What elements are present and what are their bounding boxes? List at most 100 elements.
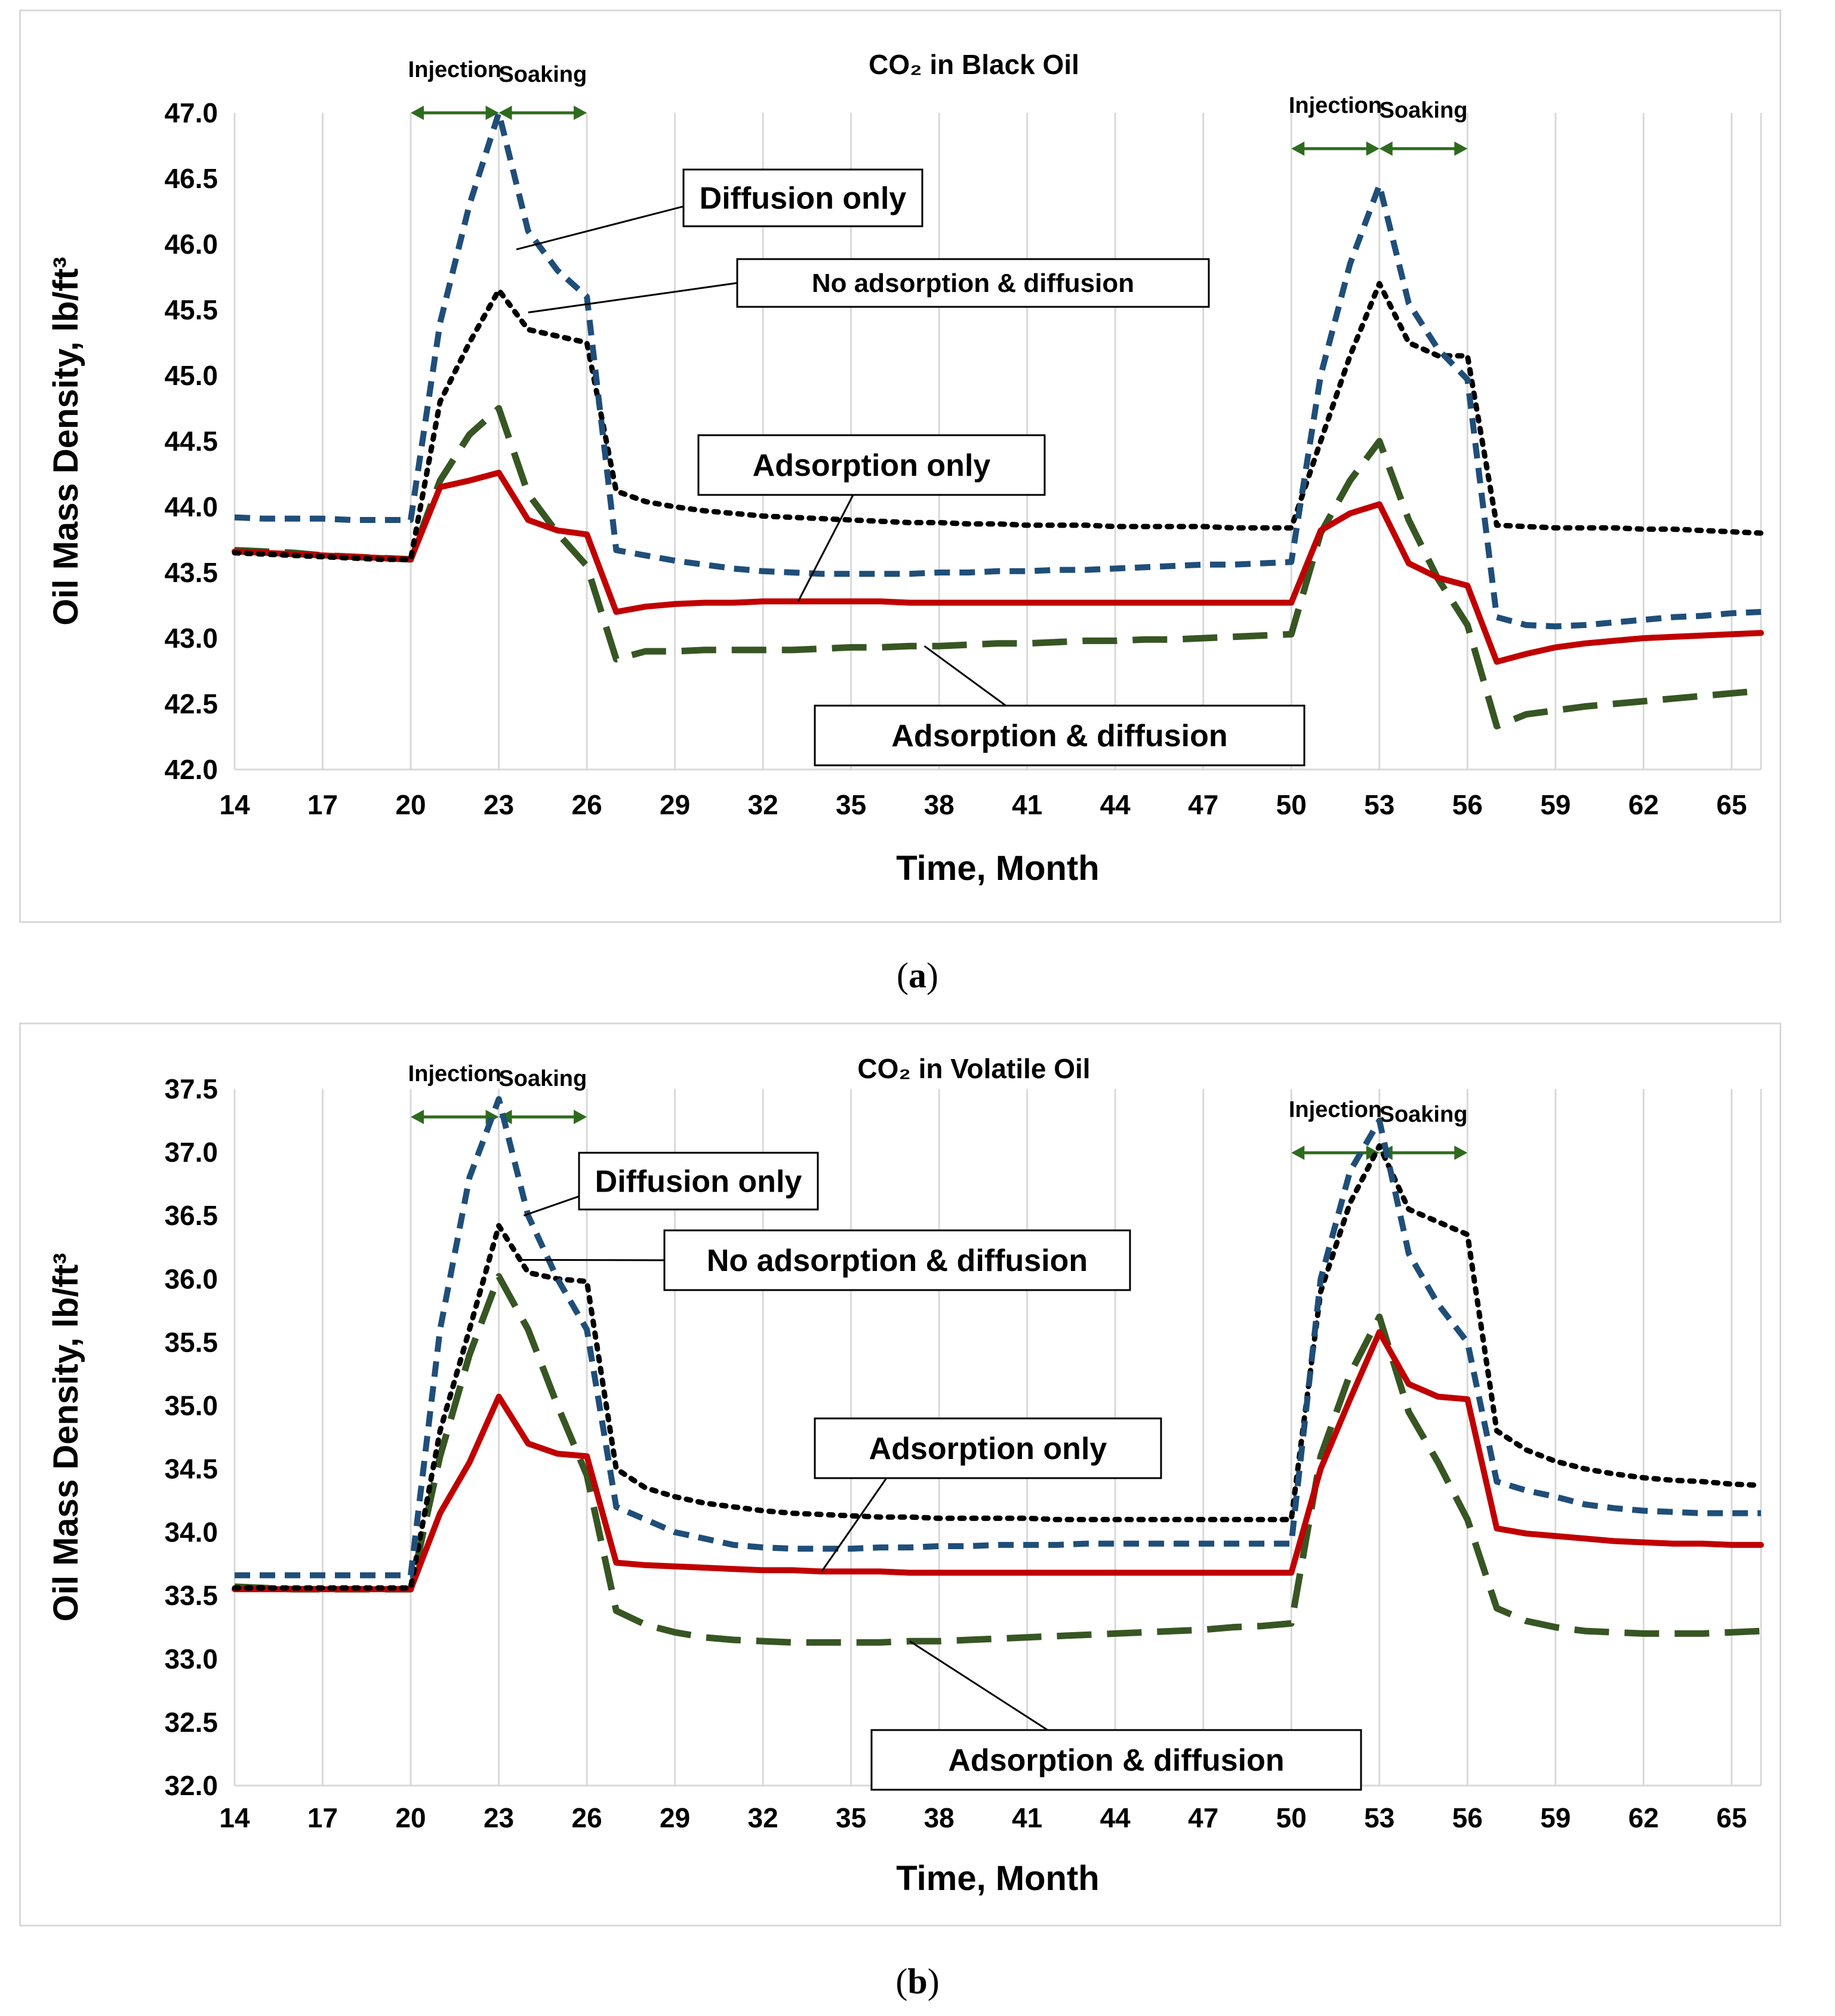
y-tick-label: 45.5 bbox=[164, 294, 218, 325]
phase-arrow-head-left bbox=[1291, 141, 1305, 156]
x-tick-label: 47 bbox=[1188, 789, 1218, 820]
x-tick-label: 20 bbox=[395, 1802, 426, 1833]
series-line-no-adsorption bbox=[232, 1143, 1764, 1591]
x-tick-label: 62 bbox=[1628, 1802, 1659, 1833]
series-lines bbox=[232, 110, 1764, 730]
y-tick-label: 34.5 bbox=[164, 1454, 218, 1485]
annotation-box-diffusion-only bbox=[682, 168, 923, 227]
chart-panel-volatile-oil: CO₂ in Volatile Oil 14 17 20 23 26 29 32 35 38 41 4… bbox=[19, 1023, 1781, 1926]
y-axis-label: Oil Mass Density, lb/ft³ bbox=[47, 257, 85, 626]
caption-b-open: ( bbox=[895, 1962, 908, 2001]
annotations: Diffusion only No adsorption & diffusion A… bbox=[522, 1152, 1362, 1791]
x-tick-label: 50 bbox=[1276, 1802, 1307, 1833]
x-tick-label: 23 bbox=[484, 789, 514, 820]
y-tick-label: 42.5 bbox=[164, 688, 218, 719]
phase-label-injection: Injection bbox=[1289, 93, 1382, 118]
y-tick-label: 45.0 bbox=[164, 360, 218, 391]
x-tick-label: 50 bbox=[1276, 789, 1307, 820]
x-tick-label: 35 bbox=[836, 1802, 866, 1833]
annotation-label-adsorption-only: Adsorption only bbox=[869, 1432, 1107, 1466]
phase-arrow-head-left bbox=[1291, 1146, 1305, 1160]
x-tick-label: 53 bbox=[1364, 789, 1394, 820]
x-tick-label: 41 bbox=[1012, 1802, 1042, 1833]
annotation-leader-adsorption-diffusion bbox=[923, 645, 1006, 707]
series-lines bbox=[232, 1096, 1764, 1646]
y-tick-label: 37.5 bbox=[164, 1073, 218, 1104]
x-tick-label: 32 bbox=[748, 789, 778, 820]
chart-title: CO₂ in Black Oil bbox=[869, 49, 1079, 80]
x-tick-label: 14 bbox=[219, 1802, 250, 1833]
annotation-box-no-adsorption bbox=[736, 258, 1210, 308]
annotation-label-adsorption-only: Adsorption only bbox=[753, 448, 991, 483]
x-tick-label: 29 bbox=[660, 789, 690, 820]
annotation-label-adsorption-diffusion: Adsorption & diffusion bbox=[891, 719, 1227, 753]
y-tick-label: 46.5 bbox=[164, 163, 218, 194]
y-tick-label: 34.0 bbox=[164, 1517, 218, 1548]
annotation-leader-no-adsorption bbox=[528, 282, 738, 313]
x-tick-label: 35 bbox=[836, 789, 866, 820]
phase-arrow-head-left bbox=[1379, 141, 1393, 156]
x-tick-label: 14 bbox=[219, 789, 250, 820]
y-tick-labels: 32.0 32.5 33.0 33.5 34.0 34.5 35.0 35.5 36.0 36.5… bbox=[164, 1073, 218, 1801]
y-tick-label: 32.0 bbox=[164, 1770, 218, 1801]
y-axis-label: Oil Mass Density, lb/ft³ bbox=[47, 1253, 85, 1622]
series-line-diffusion-only bbox=[234, 110, 1762, 630]
x-tick-label: 56 bbox=[1452, 789, 1483, 820]
chart-volatile-oil: CO₂ in Volatile Oil 14 17 20 23 26 29 32 35 38 41 4… bbox=[47, 1053, 1764, 1898]
y-tick-labels: 42.0 42.5 43.0 43.5 44.0 44.5 45.0 45.5 46.0 46.5… bbox=[164, 97, 218, 785]
y-tick-label: 47.0 bbox=[164, 97, 218, 128]
phase-arrow-head-right bbox=[485, 106, 499, 120]
x-tick-label: 26 bbox=[571, 789, 602, 820]
phase-label-injection: Injection bbox=[408, 1061, 501, 1087]
caption-a-close: ) bbox=[926, 956, 938, 995]
series-line-adsorption-only bbox=[232, 469, 1764, 665]
x-tick-label: 38 bbox=[924, 1802, 955, 1833]
x-tick-label: 23 bbox=[484, 1802, 514, 1833]
phase-label-soaking: Soaking bbox=[498, 1066, 587, 1091]
y-tick-label: 37.0 bbox=[164, 1137, 218, 1168]
annotation-box-adsorption-diffusion bbox=[870, 1729, 1362, 1791]
caption-b-label: b bbox=[907, 1962, 928, 2001]
x-tick-label: 29 bbox=[660, 1802, 690, 1833]
y-tick-label: 36.0 bbox=[164, 1263, 218, 1294]
annotation-label-no-adsorption: No adsorption & diffusion bbox=[812, 269, 1134, 298]
chart-black-oil: CO₂ in Black Oil 14 17 20 23 26 29 32 35 38 41 44 47… bbox=[47, 49, 1764, 888]
y-tick-label: 33.5 bbox=[164, 1580, 218, 1611]
caption-b-close: ) bbox=[927, 1962, 940, 2001]
phase-arrow-head-right bbox=[1366, 141, 1380, 156]
caption-a-open: ( bbox=[897, 956, 909, 995]
phase-arrow-head-right bbox=[1454, 1146, 1468, 1160]
y-tick-label: 33.0 bbox=[164, 1643, 218, 1675]
phase-label-soaking: Soaking bbox=[1380, 1102, 1468, 1127]
y-tick-label: 43.0 bbox=[164, 623, 218, 654]
x-tick-label: 41 bbox=[1012, 789, 1042, 820]
series-line-adsorption-diffusion bbox=[234, 405, 1762, 730]
caption-a-label: a bbox=[909, 956, 926, 995]
x-tick-label: 38 bbox=[924, 789, 955, 820]
x-tick-label: 32 bbox=[748, 1802, 778, 1833]
x-tick-label: 17 bbox=[307, 789, 338, 820]
annotation-box-diffusion-only bbox=[578, 1152, 819, 1211]
annotation-leader-adsorption-diffusion bbox=[909, 1640, 1048, 1731]
phase-label-injection: Injection bbox=[1289, 1097, 1382, 1122]
x-tick-label: 20 bbox=[395, 789, 426, 820]
x-tick-label: 17 bbox=[307, 1802, 338, 1833]
phase-label-injection: Injection bbox=[408, 57, 501, 82]
caption-a: (a) bbox=[0, 955, 1835, 996]
annotation-box-adsorption-only bbox=[814, 1417, 1162, 1479]
annotations: Diffusion only No adsorption & diffusion A… bbox=[516, 168, 1306, 767]
y-tick-label: 46.0 bbox=[164, 229, 218, 260]
series-line-adsorption-only bbox=[232, 1329, 1764, 1593]
x-tick-label: 65 bbox=[1716, 1802, 1747, 1833]
phase-arrow-head-right bbox=[1454, 141, 1468, 156]
x-tick-label: 62 bbox=[1628, 789, 1659, 820]
x-tick-label: 59 bbox=[1540, 789, 1571, 820]
chart-title: CO₂ in Volatile Oil bbox=[857, 1053, 1090, 1084]
phase-arrow-head-left bbox=[498, 106, 512, 120]
phase-arrow-head-right bbox=[574, 1110, 587, 1124]
phase-arrow-head-right bbox=[574, 106, 587, 120]
phase-label-soaking: Soaking bbox=[498, 62, 587, 87]
y-tick-label: 43.5 bbox=[164, 557, 218, 588]
